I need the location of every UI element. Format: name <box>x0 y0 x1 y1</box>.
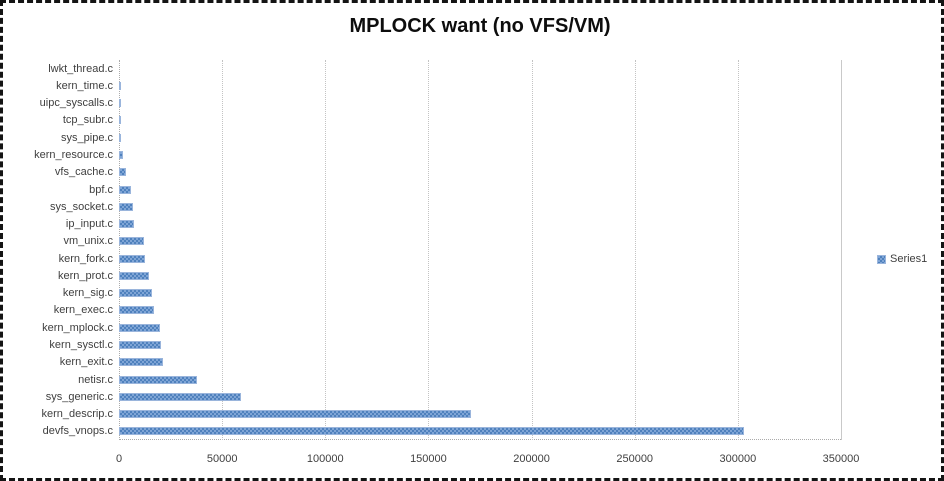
bar-netisr.c <box>119 375 198 384</box>
category-label-kern_time.c: kern_time.c <box>56 79 113 92</box>
x-tick-label-0: 0 <box>115 453 123 465</box>
category-label-bpf.c: bpf.c <box>89 183 113 196</box>
bar-tcp_subr.c <box>119 116 122 125</box>
x-tick-label-350000: 350000 <box>822 453 860 465</box>
bar-kern_mplock.c <box>119 323 161 332</box>
category-label-kern_prot.c: kern_prot.c <box>57 269 113 282</box>
category-label-kern_exit.c: kern_exit.c <box>59 356 113 369</box>
x-tick-label-200000: 200000 <box>513 453 550 465</box>
category-label-devfs_vnops.c: devfs_vnops.c <box>42 425 113 438</box>
bar-kern_time.c <box>119 81 121 90</box>
gridline-x-200000 <box>531 60 533 440</box>
bar-sys_generic.c <box>119 392 241 401</box>
bar-vm_unix.c <box>119 237 145 246</box>
legend-series-marker-icon <box>877 254 886 264</box>
category-label-sys_socket.c: sys_socket.c <box>50 200 113 213</box>
bar-ip_input.c <box>119 220 134 229</box>
x-tick-label-100000: 100000 <box>306 453 344 465</box>
y-axis-line <box>119 60 120 440</box>
x-tick-label-150000: 150000 <box>410 453 447 465</box>
category-label-vfs_cache.c: vfs_cache.c <box>54 166 113 179</box>
plot-area <box>119 60 842 440</box>
bar-devfs_vnops.c <box>119 427 745 436</box>
category-label-kern_mplock.c: kern_mplock.c <box>42 321 113 334</box>
x-tick-label-50000: 50000 <box>206 453 238 465</box>
bar-vfs_cache.c <box>119 168 126 177</box>
category-label-vm_unix.c: vm_unix.c <box>63 235 113 248</box>
chart-title: MPLOCK want (no VFS/VM) <box>349 15 611 37</box>
category-label-tcp_subr.c: tcp_subr.c <box>62 114 113 127</box>
bar-uipc_syscalls.c <box>119 99 121 108</box>
category-label-sys_generic.c: sys_generic.c <box>45 390 113 403</box>
x-axis-line <box>119 439 841 440</box>
gridline-x-150000 <box>428 60 430 440</box>
bar-sys_socket.c <box>119 202 134 211</box>
gridline-x-100000 <box>325 60 327 440</box>
bar-kern_sysctl.c <box>119 341 162 349</box>
category-label-sys_pipe.c: sys_pipe.c <box>61 131 113 144</box>
bar-kern_exec.c <box>119 306 155 315</box>
bar-sys_pipe.c <box>119 133 122 142</box>
gridline-x-350000 <box>841 60 842 440</box>
category-label-netisr.c: netisr.c <box>78 373 113 386</box>
bar-kern_exit.c <box>119 358 163 367</box>
category-label-uipc_syscalls.c: uipc_syscalls.c <box>39 97 113 110</box>
category-label-ip_input.c: ip_input.c <box>65 218 113 231</box>
category-label-kern_sig.c: kern_sig.c <box>62 287 113 300</box>
bar-kern_fork.c <box>119 254 146 263</box>
legend-series-label: Series1 <box>890 253 928 265</box>
x-tick-label-250000: 250000 <box>616 453 654 465</box>
bar-kern_sig.c <box>119 289 153 298</box>
category-label-kern_descrip.c: kern_descrip.c <box>41 408 113 421</box>
category-label-kern_exec.c: kern_exec.c <box>53 304 113 317</box>
bar-bpf.c <box>119 185 131 194</box>
x-tick-label-300000: 300000 <box>719 453 757 465</box>
category-label-kern_fork.c: kern_fork.c <box>58 252 113 265</box>
gridline-x-50000 <box>222 60 224 440</box>
category-label-kern_resource.c: kern_resource.c <box>34 149 113 161</box>
gridline-x-250000 <box>634 60 636 440</box>
gridline-x-300000 <box>737 60 739 440</box>
bar-kern_descrip.c <box>119 410 471 419</box>
bar-kern_prot.c <box>119 271 149 280</box>
category-label-lwkt_thread.c: lwkt_thread.c <box>48 62 113 75</box>
bar-kern_resource.c <box>119 151 123 159</box>
legend: Series1 <box>877 253 927 265</box>
category-label-kern_sysctl.c: kern_sysctl.c <box>49 339 113 351</box>
